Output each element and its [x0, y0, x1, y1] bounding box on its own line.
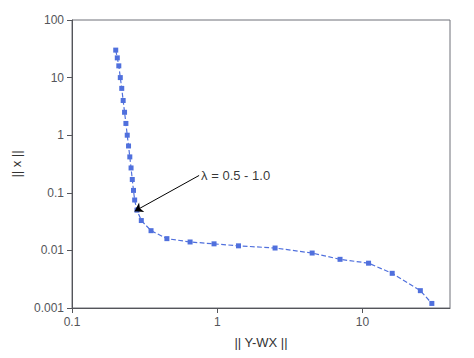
svg-text:λ = 0.5 - 1.0: λ = 0.5 - 1.0	[201, 168, 270, 183]
svg-text:0.1: 0.1	[47, 186, 64, 200]
svg-text:10: 10	[51, 71, 65, 85]
svg-text:0.01: 0.01	[41, 243, 65, 257]
svg-text:0.1: 0.1	[64, 315, 81, 329]
svg-text:10: 10	[356, 315, 370, 329]
svg-text:100: 100	[44, 13, 64, 27]
svg-text:|| Y-WX ||: || Y-WX ||	[234, 335, 287, 350]
svg-text:0.001: 0.001	[34, 301, 64, 315]
svg-text:|| x ||: || x ||	[9, 150, 24, 177]
svg-text:1: 1	[57, 128, 64, 142]
svg-text:1: 1	[214, 315, 221, 329]
